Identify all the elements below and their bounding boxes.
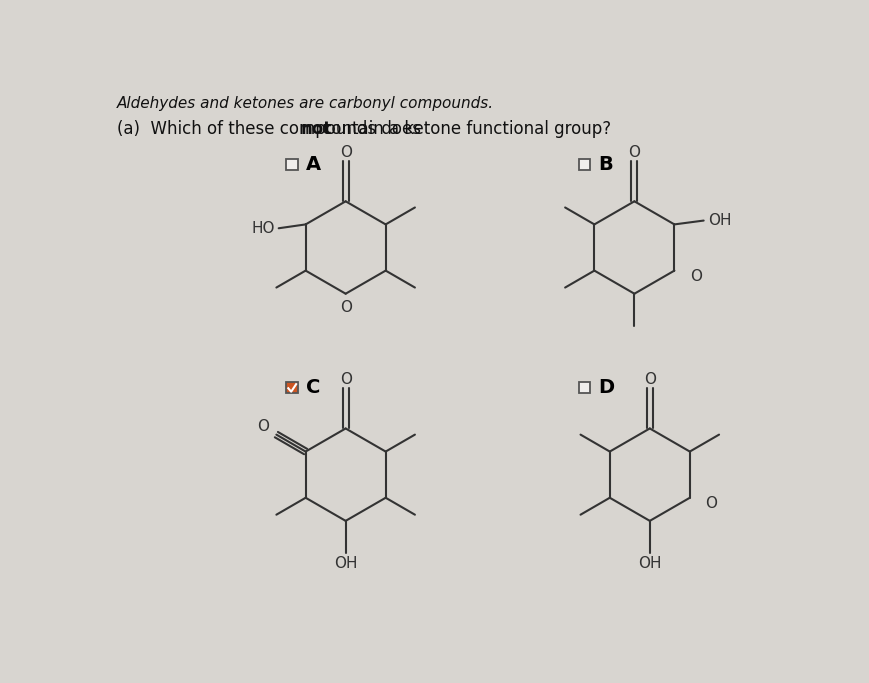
Text: not: not xyxy=(300,120,331,139)
Text: D: D xyxy=(598,378,614,397)
Text: B: B xyxy=(598,155,613,174)
Text: (a)  Which of these compounds does: (a) Which of these compounds does xyxy=(117,120,426,139)
Text: O: O xyxy=(690,269,702,284)
Text: O: O xyxy=(256,419,269,434)
Text: C: C xyxy=(306,378,320,397)
Text: O: O xyxy=(628,145,640,161)
Text: contain a ketone functional group?: contain a ketone functional group? xyxy=(317,120,612,139)
Text: O: O xyxy=(644,372,656,387)
Text: OH: OH xyxy=(708,213,732,228)
Text: OH: OH xyxy=(334,556,357,571)
Text: A: A xyxy=(306,155,321,174)
Text: O: O xyxy=(340,372,352,387)
Bar xyxy=(286,382,297,393)
Bar xyxy=(579,158,590,170)
Text: O: O xyxy=(340,300,352,315)
Bar xyxy=(286,158,297,170)
Text: OH: OH xyxy=(638,556,661,571)
Text: O: O xyxy=(706,497,717,512)
Text: HO: HO xyxy=(251,221,275,236)
Text: O: O xyxy=(340,145,352,161)
Bar xyxy=(579,382,590,393)
Text: Aldehydes and ketones are carbonyl compounds.: Aldehydes and ketones are carbonyl compo… xyxy=(117,96,494,111)
